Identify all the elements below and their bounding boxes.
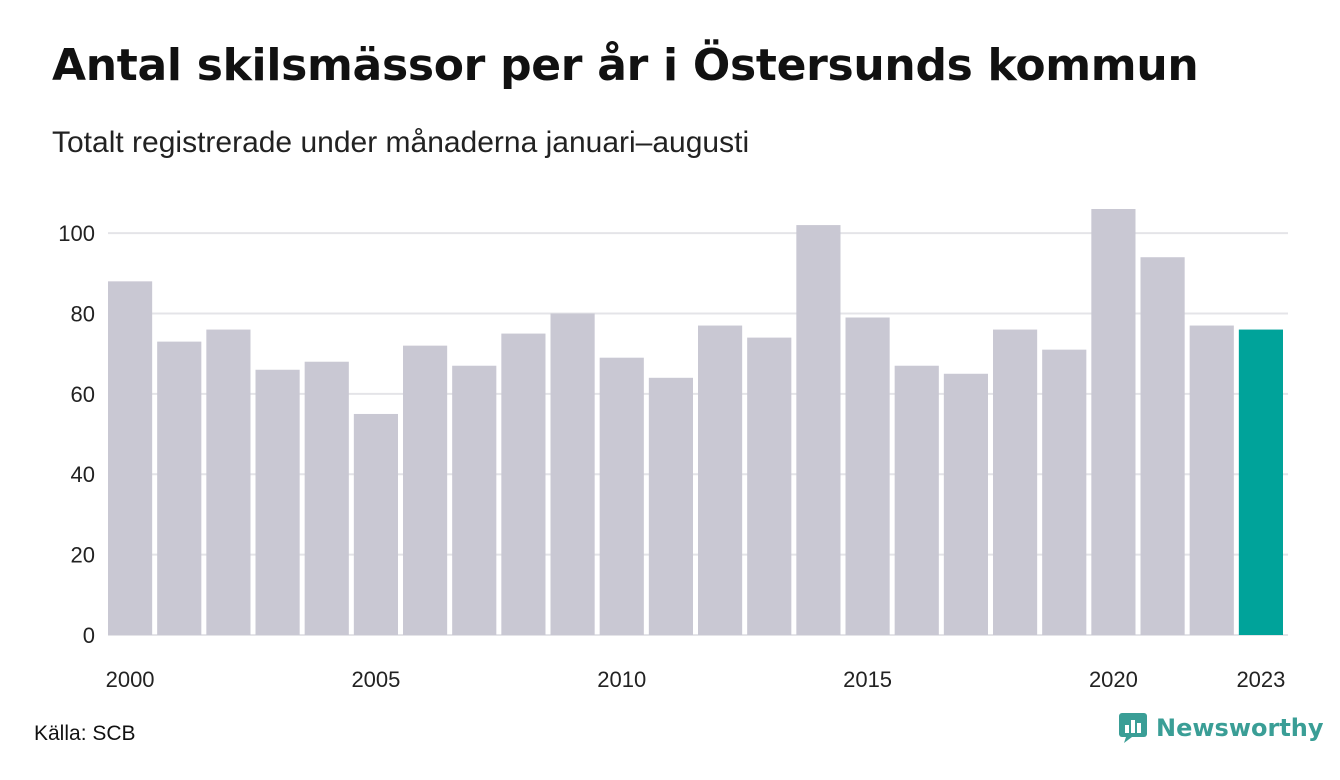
brand-name: Newsworthy: [1156, 714, 1324, 742]
y-axis-ticks: 0 20 40 60 80 100: [58, 221, 95, 648]
brand-logo: Newsworthy: [1118, 712, 1324, 744]
bar-2002: [206, 329, 251, 635]
bar-2001: [157, 341, 202, 635]
bar-2021: [1140, 257, 1185, 635]
source-note: Källa: SCB: [34, 722, 136, 745]
y-tick-label: 80: [71, 301, 95, 326]
bar-2017: [943, 373, 988, 635]
x-tick-label: 2000: [106, 667, 155, 692]
bar-2020: [1091, 209, 1136, 635]
bar-2008: [501, 333, 546, 635]
bar-2007: [452, 365, 497, 635]
bar-2012: [698, 325, 743, 635]
y-tick-label: 0: [83, 623, 95, 648]
bar-2016: [894, 365, 939, 635]
x-tick-label: 2023: [1236, 667, 1285, 692]
x-tick-label: 2010: [597, 667, 646, 692]
chart-title: Antal skilsmässor per år i Östersunds ko…: [52, 40, 1199, 91]
bar-2010: [599, 357, 644, 635]
bar-2022: [1189, 325, 1234, 635]
x-tick-label: 2005: [351, 667, 400, 692]
x-axis-ticks: 2000 2005 2010 2015 2020 2023: [106, 667, 1286, 692]
chart-subtitle: Totalt registrerade under månaderna janu…: [52, 126, 750, 159]
bar-2023: [1238, 329, 1283, 635]
bar-2003: [255, 369, 300, 635]
y-tick-label: 20: [71, 543, 95, 568]
bar-2015: [845, 317, 890, 635]
bar-2013: [747, 337, 792, 635]
bar-2014: [796, 225, 841, 635]
bar-2011: [648, 377, 693, 635]
y-tick-label: 40: [71, 462, 95, 487]
bar-2018: [993, 329, 1038, 635]
bar-2009: [550, 313, 595, 635]
x-tick-label: 2015: [843, 667, 892, 692]
newsworthy-logo-icon: [1119, 713, 1147, 743]
bar-2006: [403, 345, 448, 635]
bar-2000: [108, 281, 153, 635]
bar-2019: [1042, 349, 1087, 635]
bar-2004: [304, 361, 349, 635]
x-tick-label: 2020: [1089, 667, 1138, 692]
y-tick-label: 100: [58, 221, 95, 246]
bars: [108, 209, 1283, 635]
y-tick-label: 60: [71, 382, 95, 407]
bar-chart: 0 20 40 60 80 100 2000 2005 2010 2015 2020 2023: [58, 209, 1288, 692]
bar-2005: [353, 413, 398, 635]
